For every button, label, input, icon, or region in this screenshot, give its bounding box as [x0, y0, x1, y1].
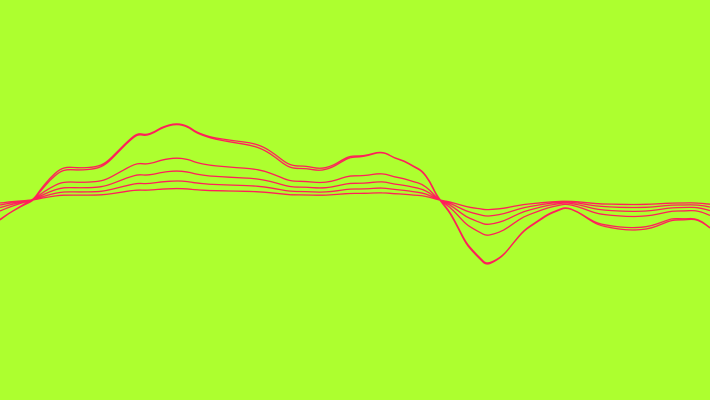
wave-line-5 [0, 180, 710, 217]
wave-line-2 [0, 124, 710, 264]
wave-line-6 [0, 187, 710, 211]
wave-line-3 [0, 157, 710, 236]
wave-line-4 [0, 170, 710, 225]
